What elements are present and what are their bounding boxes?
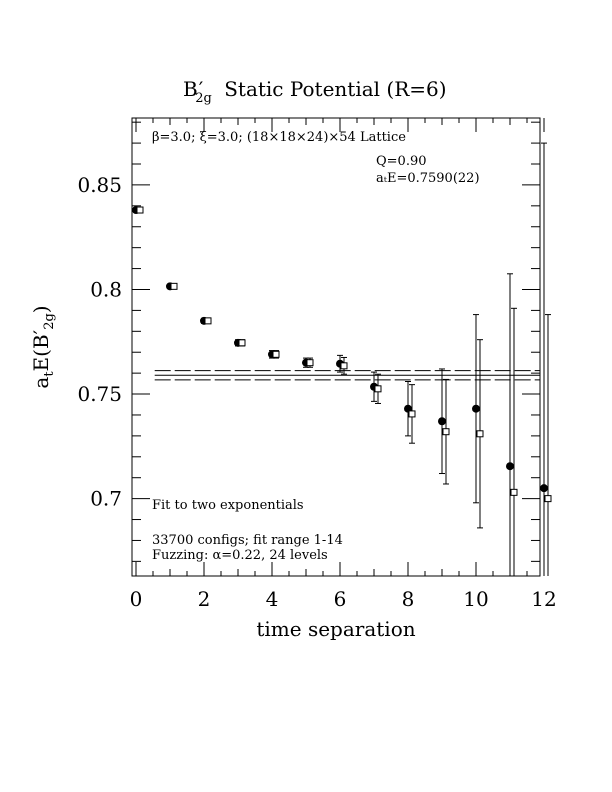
data-point-square	[272, 350, 280, 358]
data-point-circle	[438, 417, 446, 426]
energy-annotation: aₜE=0.7590(22)	[376, 171, 480, 186]
fuzzing-annotation: Fuzzing: α=0.22, 24 levels	[152, 548, 328, 563]
configs-annotation: 33700 configs; fit range 1-14	[152, 533, 343, 548]
data-point-square	[476, 430, 484, 438]
data-point-circle	[506, 462, 514, 471]
data-point-square	[238, 339, 246, 347]
data-point-square	[408, 410, 416, 418]
y-label-main: a	[29, 377, 53, 389]
x-tick-label: 6	[334, 587, 347, 611]
data-point-square	[510, 488, 518, 496]
y-tick-label: 0.8	[90, 277, 122, 301]
data-point-square	[170, 282, 178, 290]
y-label-mid: E(B′	[29, 329, 53, 371]
data-point-square	[136, 206, 144, 214]
data-point-square	[544, 495, 552, 503]
axis-ticks	[132, 118, 545, 576]
data-point-square	[442, 428, 450, 436]
title-rest: Static Potential (R=6)	[218, 77, 447, 101]
y-tick-label: 0.75	[77, 382, 122, 406]
q-annotation: Q=0.90	[376, 154, 427, 169]
x-tick-label: 12	[531, 587, 556, 611]
data-point-circle	[472, 404, 480, 413]
y-label-sub2: 2g	[42, 313, 57, 330]
y-axis-label: atE(B′2g)	[29, 305, 57, 388]
y-label-sub1: t	[42, 371, 57, 377]
tick-labels: 0 2 4 6 8 10 12 0.7 0.75 0.8 0.85	[77, 173, 556, 611]
title-sub: 2g	[195, 91, 212, 106]
y-tick-label: 0.85	[77, 173, 122, 197]
data-point-square	[306, 359, 314, 367]
x-tick-label: 2	[198, 587, 211, 611]
fit-annotation: Fit to two exponentials	[152, 498, 304, 513]
lattice-annotation: β=3.0; ξ=3.0; (18×18×24)×54 Lattice	[152, 130, 406, 145]
data-point-circle	[540, 484, 548, 493]
y-tick-label: 0.7	[90, 487, 122, 511]
x-axis-label: time separation	[256, 617, 415, 641]
y-axis-label-group: atE(B′2g)	[29, 305, 57, 388]
plot-frame	[131, 117, 541, 577]
x-tick-label: 0	[130, 587, 143, 611]
y-label-end: )	[29, 305, 53, 313]
data-points	[132, 142, 552, 576]
x-tick-label: 4	[266, 587, 279, 611]
data-point-square	[204, 317, 212, 325]
data-point-square	[374, 385, 382, 393]
fit-band	[154, 370, 540, 381]
title-main-1: B	[183, 77, 198, 101]
x-tick-label: 8	[402, 587, 415, 611]
data-point-square	[340, 362, 348, 370]
chart-title: B′2g Static Potential (R=6)	[183, 77, 447, 106]
x-tick-label: 10	[463, 587, 488, 611]
title-prime: ′	[199, 77, 204, 101]
